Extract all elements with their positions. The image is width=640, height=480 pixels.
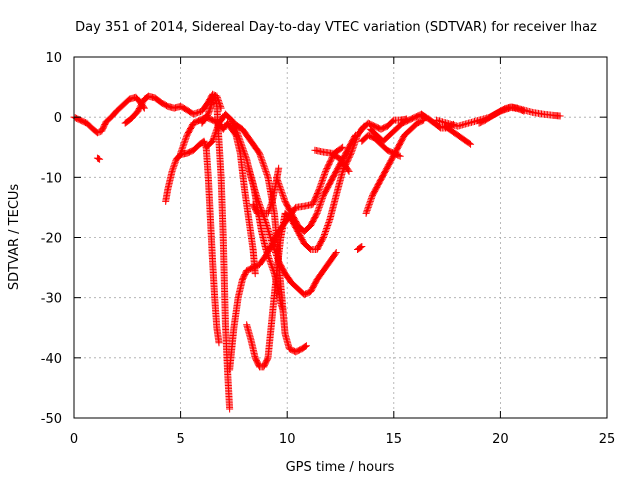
x-tick-label: 0 bbox=[70, 432, 78, 447]
y-tick-label: 10 bbox=[45, 51, 62, 66]
y-tick-label: -50 bbox=[41, 412, 62, 427]
y-tick-label: 0 bbox=[54, 111, 62, 126]
y-tick-label: -10 bbox=[41, 171, 62, 186]
marker-trace bbox=[354, 243, 366, 254]
x-tick-label: 5 bbox=[176, 432, 184, 447]
series-trace-12 bbox=[230, 119, 310, 356]
marker-trace bbox=[366, 110, 430, 145]
marker-trace bbox=[475, 103, 528, 127]
series-trace-19 bbox=[366, 110, 430, 145]
axis-ticks bbox=[73, 56, 608, 419]
y-axis-label: SDTVAR / TECUs bbox=[7, 184, 22, 291]
marker-trace bbox=[230, 119, 310, 356]
x-tick-label: 20 bbox=[492, 432, 509, 447]
y-tick-label: -20 bbox=[41, 232, 62, 247]
x-tick-label: 15 bbox=[386, 432, 403, 447]
x-tick-labels: 0 5 10 15 20 25 bbox=[70, 432, 615, 447]
x-axis-label: GPS time / hours bbox=[286, 460, 395, 475]
marker-trace bbox=[358, 115, 411, 133]
chart-title: Day 351 of 2014, Sidereal Day-to-day VTE… bbox=[75, 20, 597, 35]
series-trace-18 bbox=[358, 131, 404, 160]
marker-trace bbox=[198, 92, 234, 413]
marker-trace bbox=[441, 122, 475, 148]
data-traces bbox=[70, 90, 564, 413]
y-tick-label: -30 bbox=[41, 292, 62, 307]
series-trace-23 bbox=[475, 103, 528, 127]
series-trace-14 bbox=[311, 146, 353, 175]
marker-trace bbox=[362, 116, 428, 217]
series-trace-15 bbox=[354, 243, 366, 254]
series-trace-2 bbox=[93, 154, 104, 163]
x-tick-label: 25 bbox=[599, 432, 616, 447]
series-trace-13 bbox=[273, 131, 359, 235]
marker-trace bbox=[358, 131, 404, 160]
y-tick-labels: 10 0 -10 -20 -30 -40 -50 bbox=[41, 51, 62, 427]
series-trace-21 bbox=[441, 122, 475, 148]
series-trace-4 bbox=[162, 137, 223, 347]
series-trace-17 bbox=[358, 115, 411, 133]
marker-trace bbox=[273, 131, 359, 235]
marker-trace bbox=[93, 154, 104, 163]
marker-trace bbox=[162, 137, 223, 347]
series-trace-5 bbox=[198, 92, 234, 413]
y-tick-label: -40 bbox=[41, 352, 62, 367]
x-tick-label: 10 bbox=[279, 432, 296, 447]
marker-trace bbox=[311, 146, 353, 175]
series-trace-16 bbox=[362, 116, 428, 217]
